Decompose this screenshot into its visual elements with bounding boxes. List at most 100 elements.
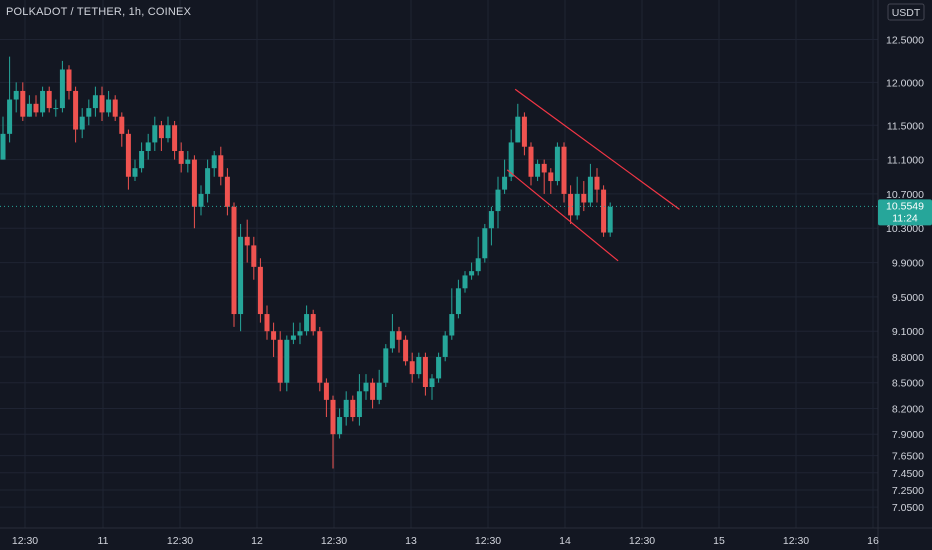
candle-body <box>7 99 13 134</box>
candle-body <box>251 245 257 267</box>
candle-body <box>541 163 547 173</box>
y-tick-label: 12.5000 <box>886 34 924 46</box>
y-tick-label: 9.9000 <box>892 258 924 270</box>
x-tick-label: 12:30 <box>475 535 501 547</box>
candle-body <box>224 176 230 207</box>
candle-body <box>26 103 32 117</box>
candle-body <box>574 193 580 216</box>
candle-body <box>515 116 521 143</box>
price-tag: 10.5549 11:24 <box>878 199 932 226</box>
candle-body <box>132 168 138 177</box>
time-axis[interactable]: 12:30 11 12:30 12 12:30 13 12:30 14 12:30 15 12:30… <box>12 535 879 547</box>
candle-body <box>337 417 343 435</box>
candle-body <box>297 331 303 336</box>
candle-body <box>185 159 191 164</box>
x-tick-label: 11 <box>98 535 109 547</box>
candle-body <box>86 108 92 117</box>
x-tick-label: 12:30 <box>12 535 38 547</box>
y-tick-label: 8.5000 <box>892 378 924 390</box>
candle-body <box>601 189 607 233</box>
candle-body <box>422 356 428 387</box>
trendlines[interactable] <box>506 88 680 262</box>
candle-body <box>112 99 118 117</box>
candle-body <box>271 331 277 340</box>
candle-body <box>92 95 98 109</box>
candle-body <box>389 331 395 349</box>
candle-body <box>548 172 554 182</box>
candle-body <box>429 378 435 387</box>
candle-body <box>436 356 442 379</box>
candle-body <box>53 108 59 110</box>
candle-body <box>330 399 336 435</box>
candle-body <box>462 275 468 289</box>
y-tick-label: 9.5000 <box>892 292 924 304</box>
candle-body <box>218 155 224 177</box>
candle-body <box>416 356 422 375</box>
candle-body <box>403 339 409 362</box>
candle-body <box>502 176 508 190</box>
x-tick-label: 12 <box>251 535 263 547</box>
candle-body <box>607 206 613 233</box>
trendline[interactable] <box>514 88 680 210</box>
candle-body <box>0 133 6 160</box>
candle-body <box>119 116 125 134</box>
x-tick-label: 15 <box>713 535 725 547</box>
candle-body <box>455 288 461 315</box>
candle-body <box>257 266 263 315</box>
candles <box>0 56 613 469</box>
candle-body <box>449 314 455 336</box>
candle-body <box>277 339 283 383</box>
candle-body <box>264 314 270 332</box>
candle-body <box>409 361 415 375</box>
y-tick-label: 7.2500 <box>892 485 924 497</box>
candle-body <box>508 142 514 177</box>
trendline[interactable] <box>506 169 619 262</box>
candle-body <box>350 399 356 418</box>
candle-body <box>495 189 501 212</box>
candle-body <box>99 95 105 113</box>
y-tick-label: 7.9000 <box>892 429 924 441</box>
candle-body <box>442 335 448 357</box>
candle-body <box>191 159 197 207</box>
candle-body <box>139 151 145 169</box>
price-tag-value: 10.5549 <box>886 200 924 212</box>
candle-body <box>323 382 329 400</box>
currency-label: USDT <box>892 7 921 19</box>
candle-body <box>198 193 204 207</box>
candle-body <box>363 382 369 392</box>
price-tag-countdown: 11:24 <box>892 212 918 224</box>
y-tick-label: 10.7000 <box>886 189 924 201</box>
x-tick-label: 13 <box>405 535 417 547</box>
y-tick-label: 7.4500 <box>892 468 924 480</box>
candle-body <box>13 90 19 100</box>
candle-body <box>304 314 310 332</box>
candle-body <box>376 382 382 400</box>
x-tick-label: 12:30 <box>629 535 655 547</box>
candle-body <box>469 271 475 276</box>
candle-body <box>482 228 488 259</box>
y-tick-label: 11.5000 <box>887 120 924 132</box>
candle-body <box>152 125 158 143</box>
candle-body <box>178 151 184 164</box>
candle-body <box>475 258 481 272</box>
candle-body <box>73 90 79 130</box>
candle-body <box>244 236 250 246</box>
candle-body <box>66 69 72 91</box>
price-axis[interactable]: 12.5000 12.0000 11.5000 11.1000 10.7000 10.30… <box>886 34 924 514</box>
y-tick-label: 7.0500 <box>892 502 924 514</box>
candle-body <box>106 99 112 113</box>
candle-body <box>40 90 46 113</box>
y-tick-label: 8.8000 <box>892 352 924 364</box>
x-tick-label: 12:30 <box>167 535 193 547</box>
candle-body <box>581 193 587 203</box>
candle-body <box>211 155 217 169</box>
candle-body <box>587 176 593 203</box>
y-tick-label: 11.1000 <box>887 155 924 167</box>
candle-body <box>594 176 600 190</box>
candle-body <box>488 211 494 229</box>
candle-body <box>59 69 65 109</box>
candle-body <box>568 193 574 216</box>
candle-body <box>370 382 376 400</box>
